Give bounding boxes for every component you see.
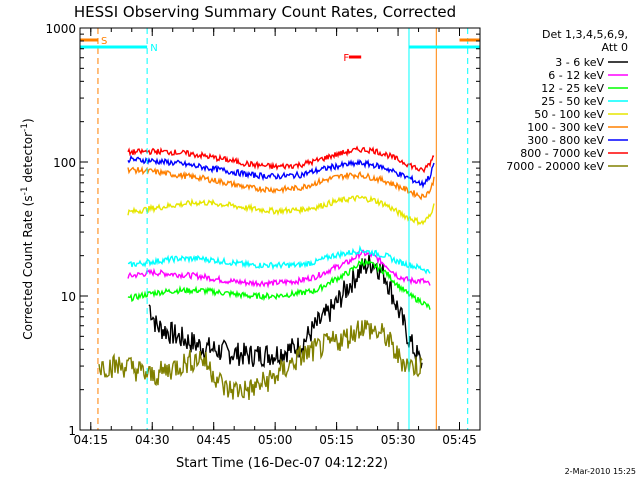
x-tick-label: 05:00 <box>258 433 293 447</box>
footer-date: 2-Mar-2010 15:25 <box>565 467 636 476</box>
legend-label-5: 50 - 100 keV <box>534 108 604 121</box>
legend-header-line-2: Att 0 <box>602 41 628 54</box>
observation-overlay: S N F <box>80 28 480 430</box>
x-tick-label: 05:30 <box>381 433 416 447</box>
x-axis-label: Start Time (16-Dec-07 04:12:22) <box>176 456 388 471</box>
legend-label-3: 12 - 25 keV <box>541 82 604 95</box>
plot-frame <box>79 27 481 431</box>
y-tick-label: 1000 <box>45 22 76 36</box>
series-line-4 <box>127 244 431 275</box>
y-tick-label: 100 <box>53 156 76 170</box>
legend-label-7: 300 - 800 keV <box>527 134 604 147</box>
x-tick-label: 04:45 <box>196 433 231 447</box>
annotation-f: F <box>343 53 349 64</box>
series-line-2 <box>127 249 431 289</box>
series-line-5 <box>127 194 435 226</box>
legend-label-1: 3 - 6 keV <box>555 56 604 69</box>
series-line-7 <box>127 154 435 189</box>
chart-title: HESSI Observing Summary Count Rates, Cor… <box>74 3 456 21</box>
series-line-6 <box>127 165 435 201</box>
annotation-s: S <box>101 36 107 47</box>
series-line-3 <box>127 258 431 310</box>
legend-label-6: 100 - 300 keV <box>527 121 604 134</box>
legend-label-2: 6 - 12 keV <box>548 69 604 82</box>
legend-label-8: 800 - 7000 keV <box>520 147 604 160</box>
y-tick-label: 1 <box>68 424 76 438</box>
legend-label-4: 25 - 50 keV <box>541 95 604 108</box>
axis-layer: 04:15 04:30 04:45 05:00 05:15 05:30 05:45 1 10 10… <box>45 22 481 447</box>
x-tick-label: 04:30 <box>135 433 170 447</box>
annotation-n: N <box>150 43 157 54</box>
legend-label-9: 7000 - 20000 keV <box>506 160 604 173</box>
legend-header-line-1: Det 1,3,4,5,6,9, <box>542 28 628 41</box>
y-tick-label: 10 <box>61 290 76 304</box>
x-tick-label: 05:15 <box>319 433 354 447</box>
x-tick-label: 05:45 <box>442 433 477 447</box>
x-tick-label: 04:15 <box>73 433 108 447</box>
series-line-8 <box>127 145 435 174</box>
series-layer <box>98 145 435 400</box>
series-line-9 <box>98 319 423 400</box>
series-line-1 <box>148 254 423 369</box>
y-axis-label: Corrected Count Rate (s-1 detector-1) <box>20 118 35 339</box>
